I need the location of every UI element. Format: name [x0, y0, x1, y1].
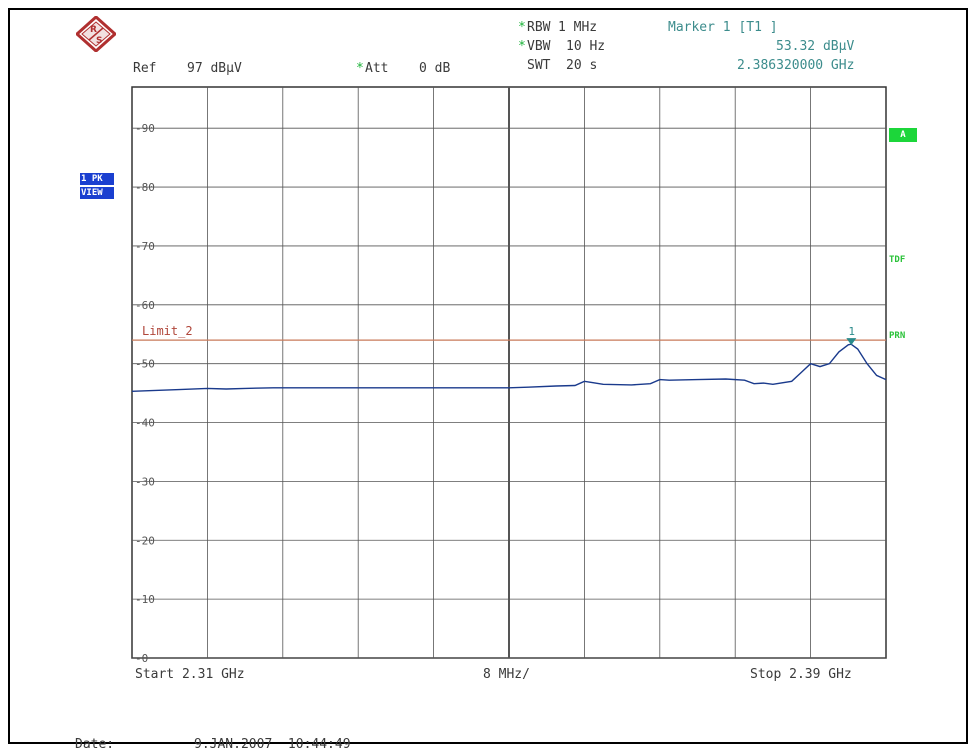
y-tick-label: -50 — [135, 358, 155, 371]
svg-text:S: S — [96, 36, 102, 46]
rohde-schwarz-logo-icon: R S — [76, 16, 116, 52]
rbw-label: RBW — [527, 20, 551, 35]
span-per-division: 8 MHz/ — [483, 667, 530, 682]
y-tick-label: -10 — [135, 593, 155, 606]
marker-1-triangle — [846, 338, 857, 346]
svg-text:R: R — [90, 25, 97, 35]
start-frequency: Start 2.31 GHz — [135, 667, 245, 682]
vbw-star: * — [518, 39, 526, 54]
y-tick-label: -0 — [135, 652, 148, 665]
rbw-value: 1 MHz — [558, 20, 598, 35]
spectrum-trace — [131, 343, 887, 392]
y-tick-label: -30 — [135, 475, 155, 488]
y-tick-label: -20 — [135, 534, 155, 547]
date-label: Date: — [75, 737, 115, 752]
marker-level: 53.32 dBµV — [776, 39, 855, 54]
y-tick-label: -40 — [135, 417, 155, 430]
swt-value: 20 s — [566, 58, 598, 73]
date-value: 9.JAN.2007 10:44:49 — [194, 737, 351, 752]
swt-label: SWT — [527, 58, 551, 73]
vbw-label: VBW — [527, 39, 551, 54]
screen-frame — [8, 8, 968, 744]
y-tick-label: -70 — [135, 240, 155, 253]
ref-label: Ref — [133, 61, 157, 76]
trace-view-badge: VIEW — [80, 187, 114, 199]
vbw-value: 10 Hz — [566, 39, 606, 54]
att-label: Att — [365, 61, 389, 76]
marker-freq: 2.386320000 GHz — [737, 58, 855, 73]
rbw-star: * — [518, 20, 526, 35]
marker-1-label: 1 — [848, 325, 855, 338]
y-tick-label: -80 — [135, 181, 155, 194]
trace-a-badge: A — [889, 128, 917, 142]
y-tick-label: -90 — [135, 122, 155, 135]
marker-title: Marker 1 [T1 ] — [668, 20, 778, 35]
tdf-label: TDF — [889, 255, 906, 265]
att-star: * — [356, 61, 364, 76]
y-tick-label: -60 — [135, 299, 155, 312]
prn-label: PRN — [889, 331, 906, 341]
limit-line-label: Limit_2 — [142, 324, 193, 338]
att-value: 0 dB — [419, 61, 451, 76]
ref-value: 97 dBµV — [187, 61, 242, 76]
stop-frequency: Stop 2.39 GHz — [750, 667, 852, 682]
trace-mode-badge: 1 PK — [80, 173, 114, 185]
